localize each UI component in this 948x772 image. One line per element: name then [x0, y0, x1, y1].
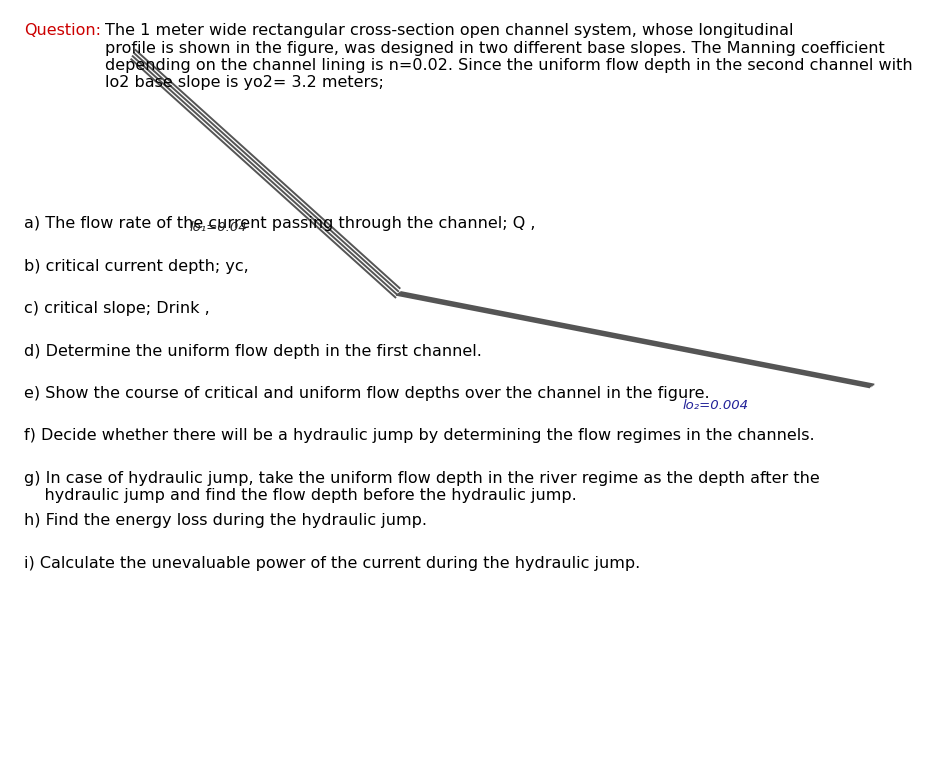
Text: e) Show the course of critical and uniform flow depths over the channel in the f: e) Show the course of critical and unifo…: [24, 386, 709, 401]
Text: g) In case of hydraulic jump, take the uniform flow depth in the river regime as: g) In case of hydraulic jump, take the u…: [24, 471, 819, 503]
Text: lo₂=0.004: lo₂=0.004: [683, 399, 749, 411]
Text: f) Decide whether there will be a hydraulic jump by determining the flow regimes: f) Decide whether there will be a hydrau…: [24, 428, 814, 443]
Text: lo₁=0.04: lo₁=0.04: [190, 222, 247, 234]
Text: The 1 meter wide rectangular cross-section open channel system, whose longitudin: The 1 meter wide rectangular cross-secti…: [105, 23, 913, 90]
Text: h) Find the energy loss during the hydraulic jump.: h) Find the energy loss during the hydra…: [24, 513, 427, 528]
Text: Question:: Question:: [24, 23, 100, 38]
Text: d) Determine the uniform flow depth in the first channel.: d) Determine the uniform flow depth in t…: [24, 344, 482, 358]
Text: i) Calculate the unevaluable power of the current during the hydraulic jump.: i) Calculate the unevaluable power of th…: [24, 556, 640, 571]
Text: c) critical slope; Drink ,: c) critical slope; Drink ,: [24, 301, 210, 316]
Text: b) critical current depth; yc,: b) critical current depth; yc,: [24, 259, 248, 273]
Text: a) The flow rate of the current passing through the channel; Q ,: a) The flow rate of the current passing …: [24, 216, 536, 231]
